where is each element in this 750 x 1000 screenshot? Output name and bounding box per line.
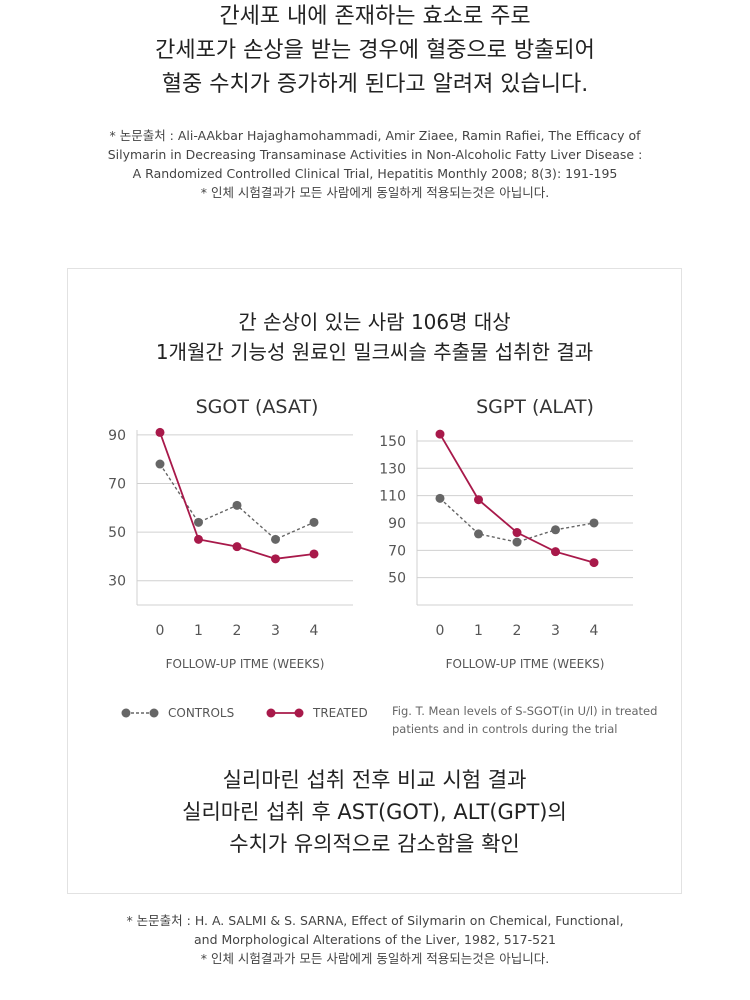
controls-data-point (309, 517, 319, 527)
reference-line: * 인체 시험결과가 모든 사람에게 동일하게 적용되는것은 아닙니다. (200, 185, 550, 200)
x-tick-label: 2 (513, 623, 522, 639)
reference-line: * 인체 시험결과가 모든 사람에게 동일하게 적용되는것은 아닙니다. (200, 951, 550, 966)
reference-line: A Randomized Controlled Clinical Trial, … (132, 166, 618, 181)
conclusion-text: 실리마린 섭취 전후 비교 시험 결과 실리마린 섭취 후 AST(GOT), … (67, 764, 682, 860)
intro-line: 간세포 내에 존재하는 효소로 주로 (219, 4, 531, 29)
x-tick-label: 0 (436, 623, 445, 639)
controls-data-point (589, 518, 599, 528)
controls-data-point (271, 534, 280, 544)
sgpt-chart: 50 70 90 110 130 150 0 1 2 3 4 FOLLOW-UP ITME (WEEK… (379, 429, 633, 671)
conclusion-line: 실리마린 섭취 후 AST(GOT), ALT(GPT)의 (182, 800, 567, 824)
y-tick-label: 70 (388, 543, 406, 559)
treated-data-point (589, 558, 599, 568)
intro-text: 간세포 내에 존재하는 효소로 주로 간세포가 손상을 받는 경우에 혈중으로 … (0, 0, 750, 102)
y-tick-label: 150 (379, 434, 406, 450)
intro-line: 혈중 수치가 증가하게 된다고 알려져 있습니다. (161, 72, 589, 97)
reference-bottom: * 논문출처 : H. A. SALMI & S. SARNA, Effect … (0, 911, 750, 968)
reference-line: * 논문출처 : H. A. SALMI & S. SARNA, Effect … (126, 913, 624, 928)
treated-data-point (194, 534, 203, 544)
treated-data-point (309, 549, 319, 559)
treated-data-point (232, 542, 242, 552)
controls-data-point (155, 459, 165, 469)
intro-line: 간세포가 손상을 받는 경우에 혈중으로 방출되어 (155, 38, 595, 63)
controls-data-point (512, 537, 522, 547)
controls-data-point (474, 529, 483, 539)
x-axis-label: FOLLOW-UP ITME (WEEKS) (446, 657, 605, 671)
conclusion-line: 수치가 유의적으로 감소함을 확인 (229, 832, 520, 856)
treated-data-point (512, 528, 522, 538)
y-tick-label: 50 (388, 571, 406, 587)
legend-controls: CONTROLS (120, 703, 234, 723)
legend-treated: TREATED (265, 703, 368, 723)
x-tick-label: 2 (233, 623, 242, 639)
sgot-chart: 30 50 70 90 0 1 2 3 4 FOLLOW-UP ITME (WEEKS) (108, 427, 353, 671)
x-tick-label: 3 (271, 623, 280, 639)
reference-line: * 논문출처 : Ali-AAkbar Hajaghamohammadi, Am… (109, 128, 641, 143)
treated-data-point (435, 429, 445, 439)
chart-title-sgpt: SGPT (ALAT) (476, 396, 594, 418)
y-tick-label: 110 (379, 489, 406, 505)
x-axis-label: FOLLOW-UP ITME (WEEKS) (166, 657, 325, 671)
x-tick-label: 0 (156, 623, 165, 639)
result-box (67, 268, 682, 894)
y-tick-label: 50 (108, 525, 126, 541)
controls-data-point (435, 493, 445, 503)
x-tick-label: 4 (590, 623, 599, 639)
box-title-line: 1개월간 기능성 원료인 밀크씨슬 추출물 섭취한 결과 (155, 340, 594, 364)
controls-data-point (194, 517, 203, 527)
treated-data-point (155, 427, 165, 437)
conclusion-line: 실리마린 섭취 전후 비교 시험 결과 (222, 768, 527, 792)
y-tick-label: 90 (388, 516, 406, 532)
legend-controls-label: CONTROLS (168, 706, 235, 720)
treated-data-point (271, 554, 280, 564)
reference-line: and Morphological Alterations of the Liv… (193, 932, 557, 947)
x-tick-label: 1 (474, 623, 483, 639)
x-tick-label: 1 (194, 623, 203, 639)
x-tick-label: 4 (310, 623, 319, 639)
treated-data-point (474, 495, 483, 505)
y-tick-label: 90 (108, 428, 126, 444)
y-tick-label: 130 (379, 461, 406, 477)
chart-title-sgot: SGOT (ASAT) (195, 396, 319, 418)
legend-treated-label: TREATED (313, 706, 368, 720)
controls-data-point (551, 525, 560, 535)
figure-caption: Fig. T. Mean levels of S-SGOT(in U/l) in… (392, 704, 658, 736)
box-title: 간 손상이 있는 사람 106명 대상 1개월간 기능성 원료인 밀크씨슬 추출… (67, 307, 682, 367)
y-tick-label: 30 (108, 574, 126, 590)
x-tick-label: 3 (551, 623, 560, 639)
controls-data-point (232, 500, 242, 510)
controls-series-line (439, 497, 595, 543)
box-title-line: 간 손상이 있는 사람 106명 대상 (238, 310, 511, 334)
reference-top: * 논문출처 : Ali-AAkbar Hajaghamohammadi, Am… (0, 126, 750, 202)
treated-series-line (159, 432, 315, 560)
treated-data-point (551, 547, 560, 557)
legend-treated-marker (266, 708, 304, 718)
y-tick-label: 70 (108, 476, 126, 492)
legend-controls-marker (121, 708, 159, 718)
reference-line: Silymarin in Decreasing Transaminase Act… (107, 147, 643, 162)
